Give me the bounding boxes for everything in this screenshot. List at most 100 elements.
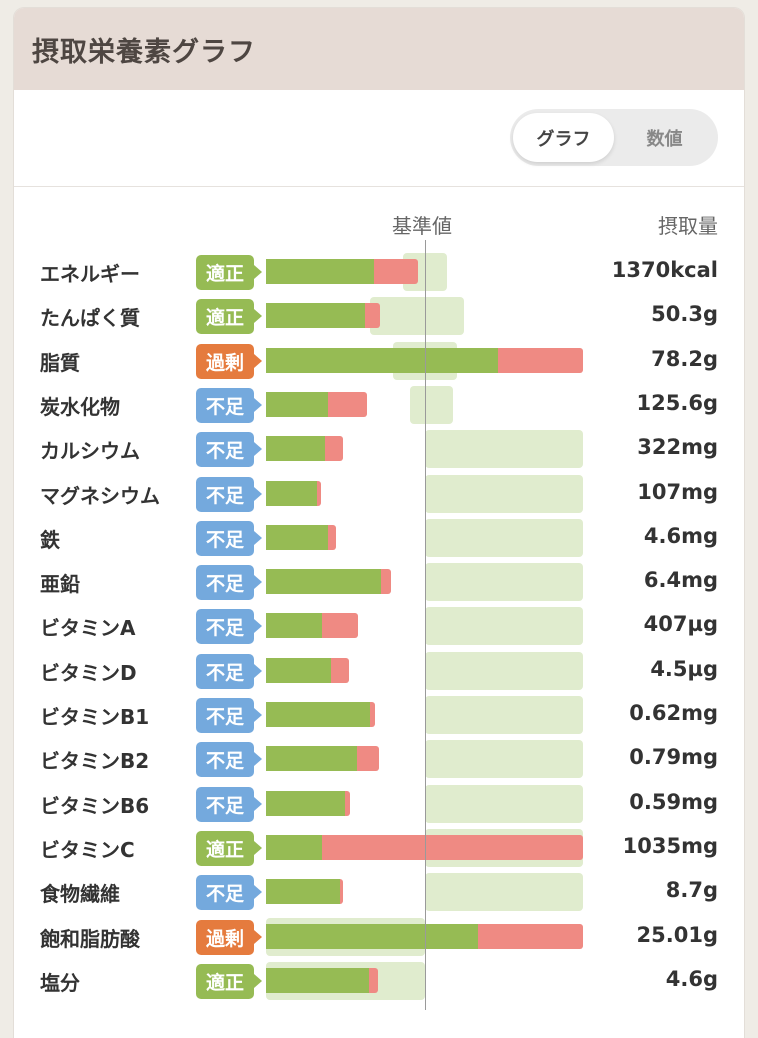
- reference-range: [410, 385, 453, 424]
- status-badge: 不足: [196, 520, 262, 556]
- nutrient-name: エネルギー: [40, 262, 140, 286]
- toggle-row: グラフ 数値: [14, 90, 744, 187]
- nutrient-graph-card: 摂取栄養素グラフ グラフ 数値: [14, 8, 744, 1038]
- intake-value: 4.6g: [665, 966, 718, 991]
- nutrient-row: たんぱく質 適正 50.3g: [0, 295, 758, 339]
- intake-bar-excess: [370, 702, 375, 727]
- nutrient-name: 鉄: [40, 527, 60, 552]
- reference-column-header: 基準値: [392, 214, 452, 238]
- intake-value: 125.6g: [636, 390, 718, 415]
- intake-value: 0.59mg: [629, 789, 718, 814]
- reference-range: [425, 740, 583, 779]
- intake-bar-excess: [381, 569, 391, 595]
- status-badge: 適正: [196, 963, 262, 999]
- reference-range: [425, 696, 583, 734]
- intake-bar-excess: [374, 259, 418, 284]
- intake-bar: [266, 967, 369, 993]
- view-toggle[interactable]: グラフ 数値: [510, 109, 718, 166]
- nutrient-row: 飽和脂肪酸 過剰 25.01g: [0, 916, 758, 960]
- reference-range: [425, 873, 583, 912]
- status-badge: 不足: [196, 387, 262, 423]
- status-badge: 過剰: [196, 919, 262, 955]
- nutrient-row: ビタミンB1 不足 0.62mg: [0, 694, 758, 738]
- reference-range: [370, 297, 464, 336]
- intake-bar-excess: [322, 613, 358, 639]
- nutrient-row: 鉄 不足 4.6mg: [0, 517, 758, 561]
- intake-bar-excess: [365, 303, 380, 329]
- intake-bar-excess: [498, 347, 583, 373]
- nutrient-row: エネルギー 適正 1370kcal: [0, 251, 758, 295]
- intake-value: 8.7g: [665, 878, 718, 903]
- status-badge: 適正: [196, 299, 262, 335]
- status-badge: 不足: [196, 786, 262, 822]
- intake-bar-excess: [317, 480, 321, 506]
- nutrient-name: ビタミンB6: [40, 793, 150, 818]
- nutrient-name: ビタミンA: [40, 616, 136, 641]
- intake-bar: [266, 303, 365, 329]
- intake-bar: [266, 347, 498, 373]
- reference-line: [425, 240, 426, 1010]
- intake-bar: [266, 524, 328, 550]
- intake-bar-excess: [325, 436, 343, 462]
- intake-bar-excess: [328, 524, 336, 550]
- intake-bar: [266, 436, 325, 462]
- nutrient-name: 食物繊維: [40, 882, 120, 907]
- card-title: 摂取栄養素グラフ: [14, 8, 744, 90]
- nutrient-row: 脂質 過剰 78.2g: [0, 340, 758, 384]
- nutrient-row: ビタミンB6 不足 0.59mg: [0, 783, 758, 827]
- status-badge: 適正: [196, 830, 262, 866]
- nutrient-row: ビタミンD 不足 4.5µg: [0, 650, 758, 694]
- intake-value: 50.3g: [651, 302, 718, 327]
- nutrient-row: 亜鉛 不足 6.4mg: [0, 561, 758, 605]
- intake-bar: [266, 702, 370, 727]
- nutrient-name: ビタミンC: [40, 837, 135, 862]
- nutrient-name: たんぱく質: [40, 306, 140, 331]
- nutrient-name: 飽和脂肪酸: [40, 926, 140, 951]
- reference-range: [425, 651, 583, 690]
- nutrient-name: 亜鉛: [40, 572, 80, 597]
- intake-value: 1370kcal: [611, 258, 718, 282]
- intake-bar-excess: [328, 391, 367, 417]
- intake-value: 25.01g: [636, 922, 718, 947]
- intake-bar: [266, 790, 345, 816]
- intake-bar-excess: [322, 834, 583, 860]
- nutrient-row: ビタミンA 不足 407µg: [0, 605, 758, 649]
- intake-bar: [266, 613, 322, 639]
- status-badge: 不足: [196, 742, 262, 778]
- intake-value: 6.4mg: [643, 568, 718, 593]
- intake-bar: [266, 657, 331, 683]
- status-badge: 適正: [196, 255, 262, 290]
- nutrient-name: カルシウム: [40, 439, 140, 464]
- intake-value: 1035mg: [622, 833, 718, 858]
- nutrient-row: 炭水化物 不足 125.6g: [0, 384, 758, 428]
- status-badge: 不足: [196, 875, 262, 911]
- intake-bar-excess: [478, 923, 583, 949]
- number-view-button[interactable]: 数値: [646, 128, 683, 150]
- nutrient-name: 塩分: [40, 970, 80, 995]
- intake-bar: [266, 879, 340, 905]
- reference-range: [425, 784, 583, 823]
- intake-value: 0.79mg: [629, 745, 718, 770]
- intake-column-header: 摂取量: [658, 214, 718, 238]
- status-badge: 不足: [196, 565, 262, 601]
- intake-bar: [266, 480, 317, 506]
- reference-range: [425, 474, 583, 513]
- intake-bar: [266, 259, 374, 284]
- status-badge: 不足: [196, 432, 262, 468]
- intake-bar: [266, 391, 328, 417]
- intake-bar: [266, 834, 322, 860]
- intake-value: 78.2g: [651, 346, 718, 371]
- intake-bar-excess: [357, 746, 379, 772]
- intake-bar: [266, 746, 357, 772]
- nutrient-row: ビタミンB2 不足 0.79mg: [0, 738, 758, 782]
- status-badge: 不足: [196, 476, 262, 512]
- nutrient-row: 食物繊維 不足 8.7g: [0, 871, 758, 915]
- intake-bar-excess: [331, 657, 349, 683]
- intake-bar-excess: [369, 967, 378, 993]
- intake-bar: [266, 569, 381, 595]
- nutrient-name: 脂質: [40, 350, 80, 375]
- intake-value: 0.62mg: [629, 701, 718, 725]
- nutrient-row: ビタミンC 適正 1035mg: [0, 827, 758, 871]
- nutrient-row: カルシウム 不足 322mg: [0, 428, 758, 472]
- graph-view-button[interactable]: グラフ: [513, 113, 614, 162]
